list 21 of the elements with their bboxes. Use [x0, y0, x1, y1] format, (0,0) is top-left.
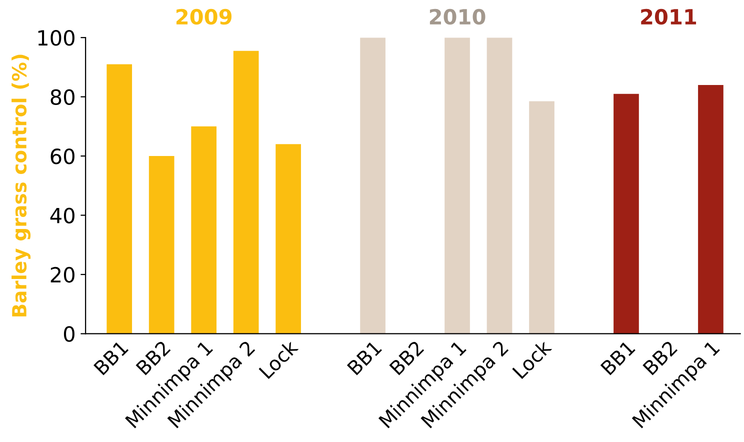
bar — [444, 38, 470, 334]
y-tick-label: 80 — [50, 89, 74, 106]
y-tick-label: 60 — [50, 148, 74, 164]
bar — [698, 84, 724, 334]
bar — [276, 144, 301, 334]
bar — [233, 50, 259, 334]
series-label: 2010 — [430, 8, 486, 25]
series-label: 2009 — [176, 8, 232, 25]
bar — [148, 156, 174, 334]
bar — [191, 126, 217, 334]
bar — [360, 38, 386, 334]
y-tick-label: 20 — [50, 266, 74, 283]
text: 2011 — [641, 8, 696, 25]
bar — [529, 101, 554, 334]
y-tick-label: 100 — [38, 30, 74, 46]
bar — [486, 38, 512, 334]
y-axis-title: Barley grass control (%) — [12, 54, 31, 316]
y-tick-label: 40 — [50, 208, 74, 224]
bar — [614, 94, 639, 334]
bar — [106, 64, 132, 334]
y-tick-label: 0 — [64, 326, 74, 342]
